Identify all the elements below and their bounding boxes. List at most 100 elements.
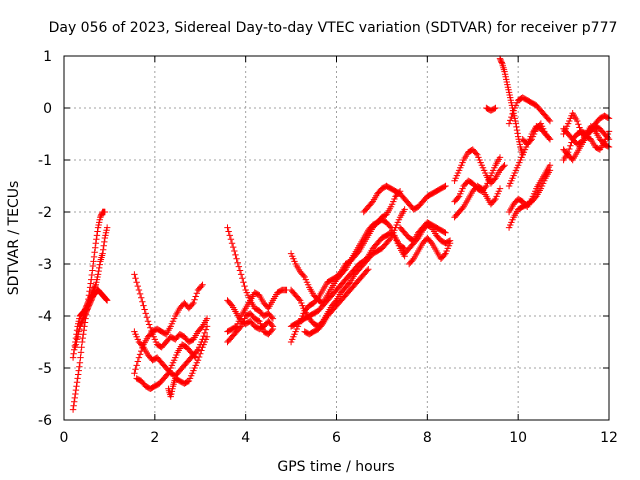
data-point	[198, 282, 205, 290]
data-point	[96, 261, 103, 268]
data-point	[365, 266, 372, 273]
data-point	[89, 267, 96, 274]
data-point	[442, 229, 449, 236]
data-point	[313, 295, 321, 303]
data-point	[103, 224, 111, 231]
data-point	[133, 279, 140, 286]
data-point	[92, 240, 99, 247]
data-point	[227, 301, 235, 308]
series-t18	[360, 182, 449, 216]
data-point	[132, 366, 139, 373]
data-point	[363, 267, 371, 274]
series-t2	[69, 224, 111, 361]
data-point	[103, 297, 111, 304]
data-point	[508, 113, 515, 121]
data-point	[193, 347, 201, 355]
data-point	[78, 344, 85, 351]
data-point	[142, 310, 149, 317]
x-tick-label: 2	[150, 430, 159, 446]
data-point	[200, 332, 207, 340]
data-point	[441, 183, 448, 190]
data-point	[77, 349, 85, 356]
y-tick-label: -4	[38, 309, 52, 325]
data-point	[76, 359, 84, 366]
series-t5	[131, 271, 211, 351]
data-point	[512, 120, 520, 127]
y-tick-labels: -6 -5 -4 -3 -2 -1 0 1	[38, 49, 52, 429]
data-point	[135, 354, 143, 361]
data-point	[78, 338, 86, 346]
data-point	[71, 342, 78, 350]
grid	[64, 56, 609, 420]
data-point	[491, 105, 498, 112]
data-point	[354, 249, 362, 256]
data-point	[134, 358, 142, 365]
data-point	[93, 236, 100, 243]
series-t21	[405, 234, 454, 268]
series-t31	[519, 120, 554, 148]
data-point	[87, 280, 94, 287]
data-point	[234, 259, 241, 266]
data-point	[88, 271, 96, 279]
x-tick-label: 10	[509, 430, 527, 446]
data-point	[454, 194, 462, 201]
data-point	[136, 290, 144, 298]
data-point	[409, 256, 416, 264]
data-point	[70, 402, 77, 409]
x-tick-label: 12	[600, 430, 618, 446]
data-point	[482, 184, 489, 191]
data-marks	[69, 55, 613, 413]
data-point	[69, 354, 77, 361]
series-t16	[287, 206, 408, 330]
data-point	[225, 228, 232, 235]
data-point	[184, 378, 191, 385]
y-tick-label: 0	[43, 101, 52, 117]
data-point	[233, 255, 240, 262]
data-point	[80, 327, 88, 334]
data-point	[94, 228, 101, 235]
data-point	[203, 323, 211, 330]
data-point	[147, 324, 154, 331]
data-point	[72, 386, 80, 394]
data-point	[235, 263, 243, 270]
data-point	[442, 182, 449, 190]
data-point	[135, 286, 143, 294]
data-point	[145, 321, 153, 328]
data-point	[268, 314, 275, 321]
series-t20	[401, 221, 454, 257]
data-point	[514, 130, 521, 137]
data-point	[564, 149, 572, 156]
data-point	[232, 251, 239, 259]
data-point	[70, 350, 77, 357]
data-point	[227, 236, 235, 243]
series-t17	[301, 266, 372, 338]
data-point	[192, 293, 199, 300]
data-point	[71, 394, 78, 402]
data-point	[198, 347, 205, 354]
data-point	[546, 117, 554, 125]
data-point	[491, 176, 498, 183]
data-point	[229, 243, 237, 251]
data-point	[74, 375, 81, 382]
data-point	[231, 247, 238, 255]
series-t7	[133, 341, 199, 392]
data-point	[198, 324, 205, 331]
data-point	[604, 143, 612, 150]
data-point	[591, 126, 598, 134]
data-point	[509, 110, 516, 118]
data-point	[401, 206, 408, 213]
data-point	[101, 208, 109, 216]
data-point	[100, 242, 107, 249]
data-point	[76, 363, 83, 370]
data-point	[505, 120, 513, 127]
data-point	[498, 59, 505, 66]
y-tick-label: -2	[38, 205, 52, 221]
data-point	[77, 354, 84, 361]
data-point	[446, 240, 454, 247]
data-point	[427, 238, 434, 246]
data-point	[140, 302, 147, 309]
data-point	[193, 290, 201, 297]
data-point	[103, 296, 110, 303]
data-point	[237, 271, 245, 278]
data-point	[144, 318, 152, 325]
